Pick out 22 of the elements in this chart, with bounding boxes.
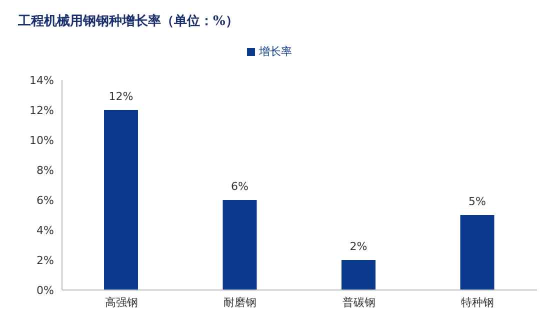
x-tick-label: 高强钢 [104,296,138,309]
legend-label: 增长率 [259,45,292,58]
y-tick-label: 2% [36,254,54,267]
y-tick-label: 4% [36,224,54,237]
bar [104,110,138,290]
x-tick-label: 普碳钢 [342,296,376,309]
y-tick-label: 0% [36,284,54,297]
y-tick-label: 8% [36,164,54,177]
data-label: 6% [231,180,248,193]
y-tick-label: 6% [36,194,54,207]
y-tick-label: 10% [30,134,54,147]
data-label: 2% [350,240,368,253]
chart-title: 工程机械用钢钢种增长率（单位：%） [17,12,240,31]
y-tick-label: 12% [30,104,54,117]
bar [222,200,257,290]
y-tick-label: 14% [30,74,54,87]
data-label: 12% [108,90,134,103]
bar [342,260,376,290]
x-tick-label: 耐磨钢 [224,296,257,309]
data-label: 5% [468,195,486,208]
x-tick-label: 特种钢 [461,296,494,309]
bar [460,215,494,290]
